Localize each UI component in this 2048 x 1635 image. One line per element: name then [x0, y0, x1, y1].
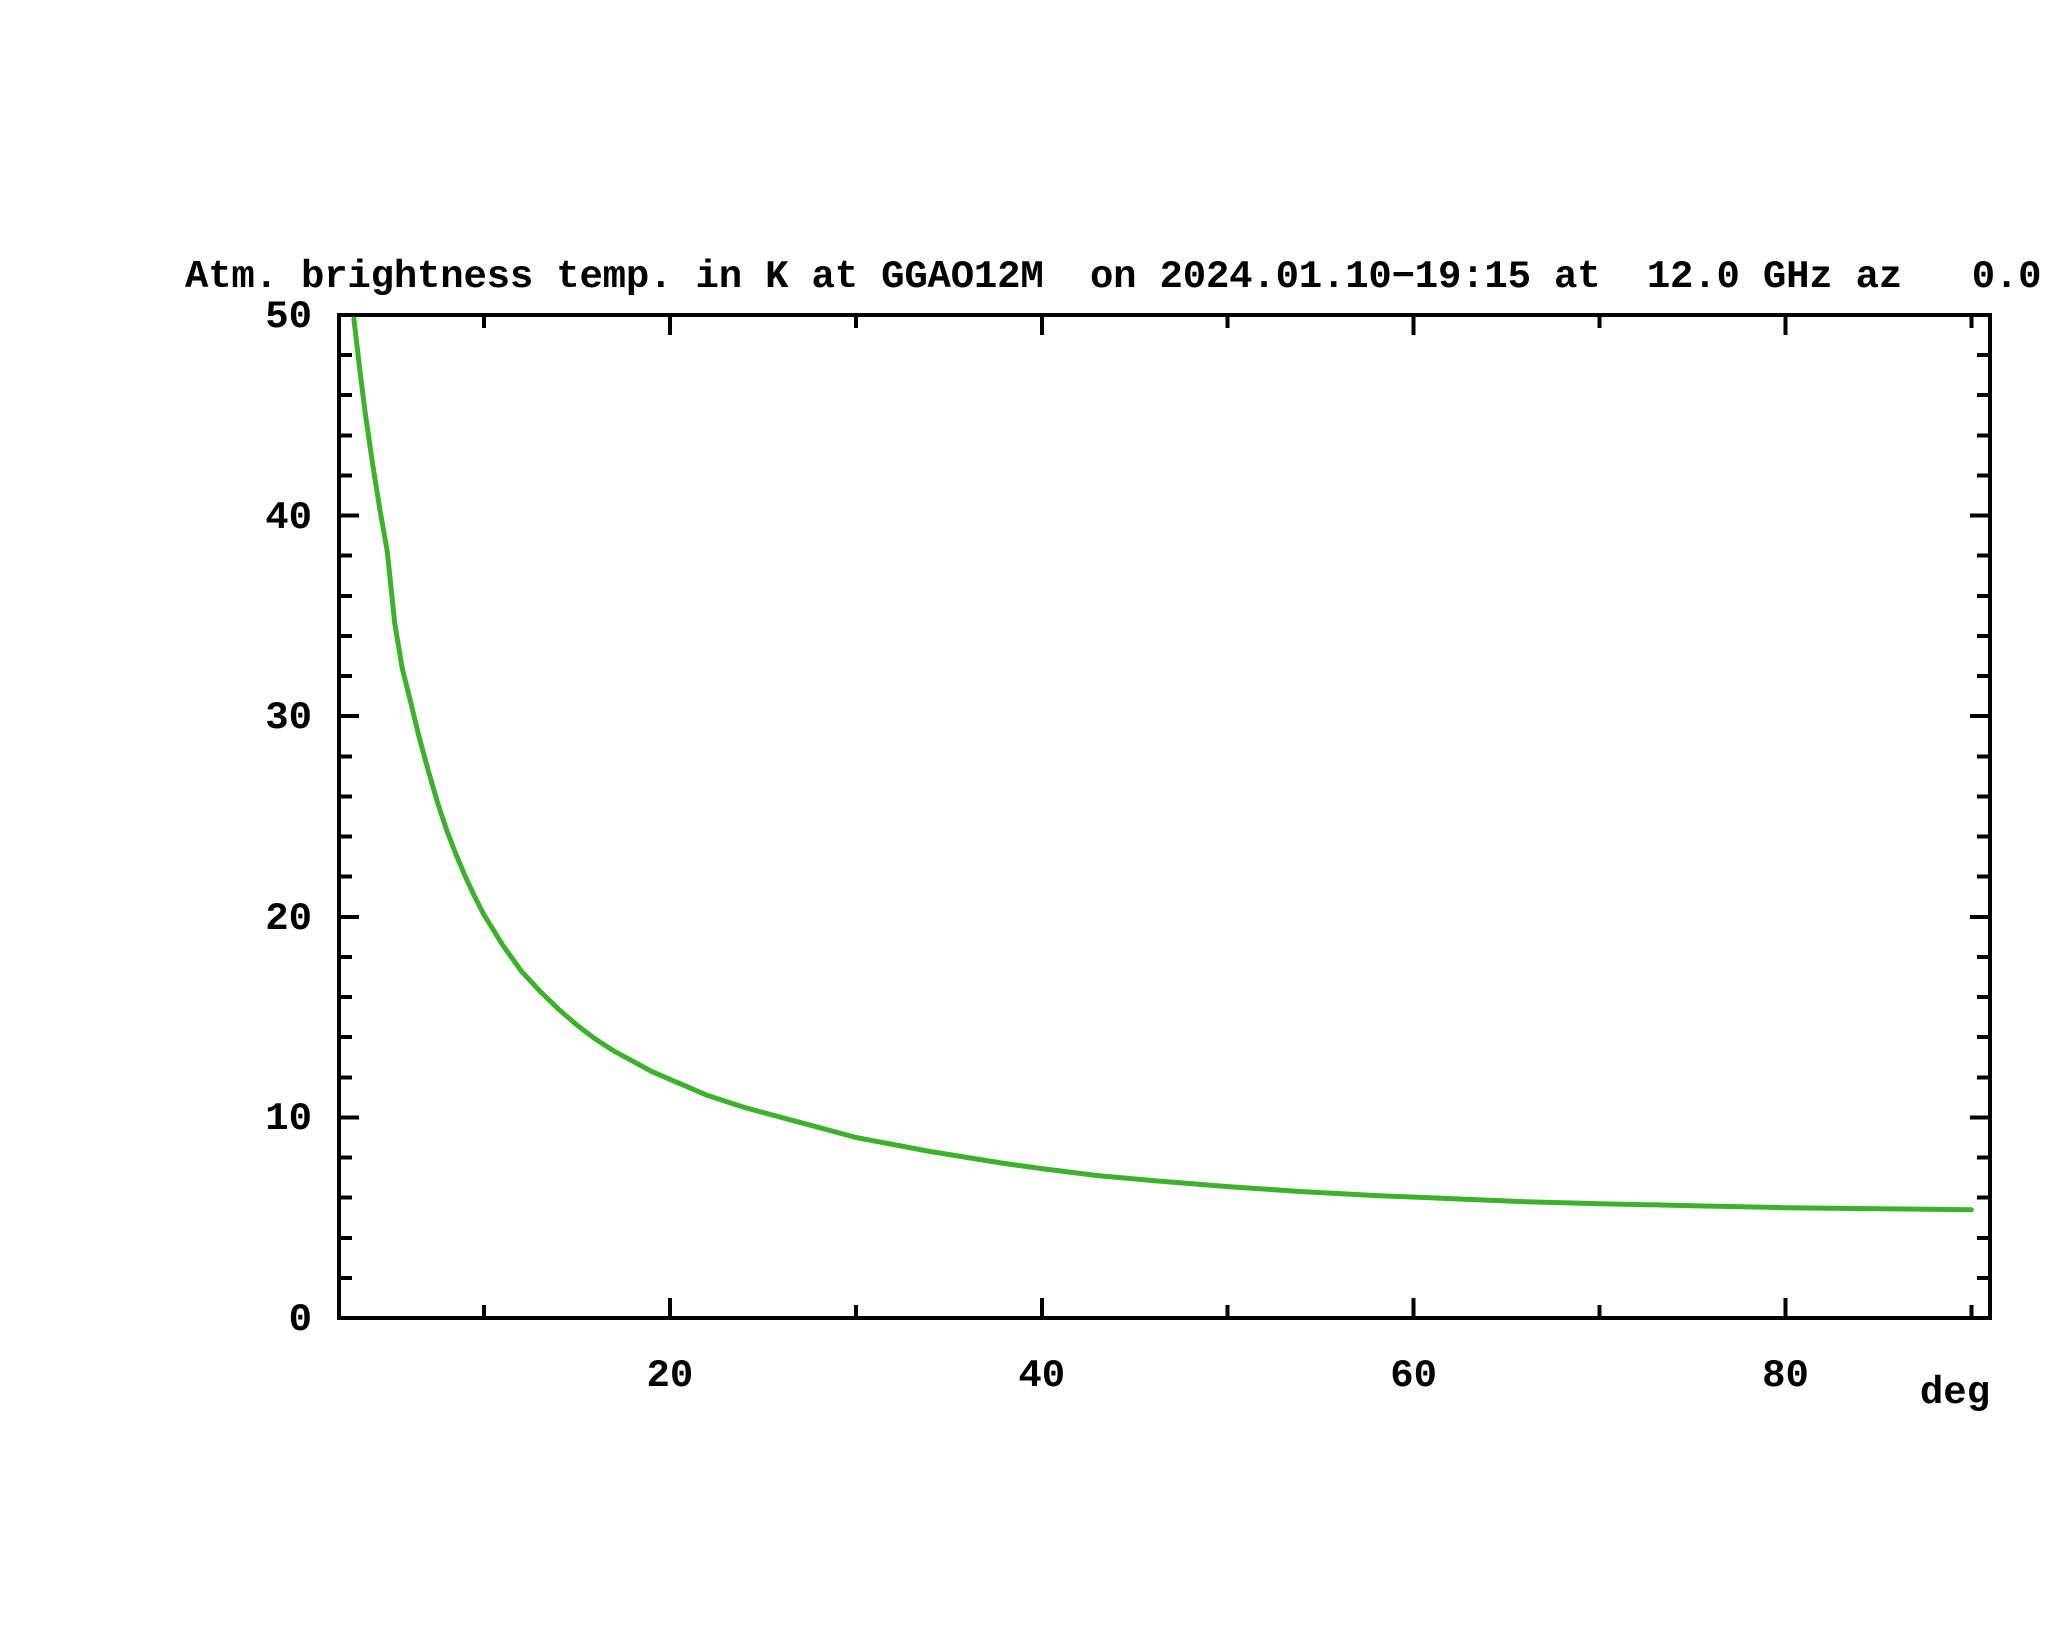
x-tick-label: 80 — [1762, 1354, 1809, 1398]
x-tick-label: 60 — [1390, 1354, 1438, 1398]
y-tick-label: 40 — [265, 495, 312, 540]
plot-frame — [337, 313, 1992, 1320]
y-tick-label: 0 — [288, 1298, 312, 1342]
x-tick-label: 20 — [646, 1354, 694, 1398]
x-axis-unit-label: deg — [1919, 1371, 1991, 1415]
y-tick-label: 50 — [265, 295, 312, 339]
y-tick-label: 10 — [265, 1097, 312, 1142]
data-curve — [351, 316, 1974, 1213]
x-tick-label: 40 — [1018, 1354, 1066, 1398]
y-tick-label: 20 — [265, 896, 312, 941]
y-tick-label: 30 — [265, 696, 312, 741]
plot-title: Atm. brightness temp. in K at GGAO12M on… — [185, 255, 2042, 299]
